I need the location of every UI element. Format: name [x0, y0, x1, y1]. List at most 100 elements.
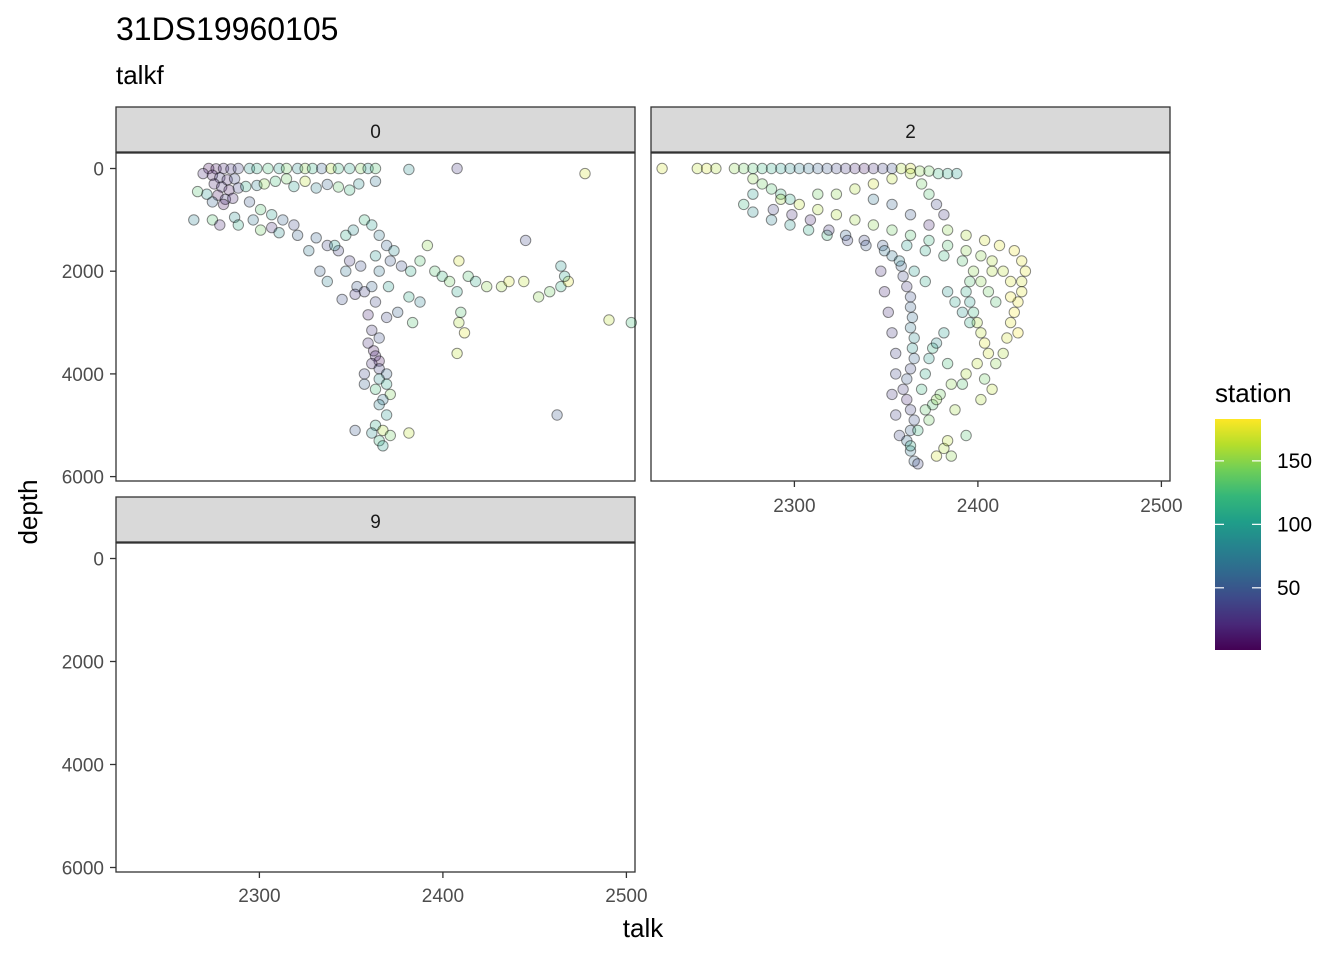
data-point: [251, 162, 263, 175]
data-point: [919, 404, 931, 416]
data-point: [380, 239, 393, 252]
data-point: [927, 399, 939, 411]
data-point: [904, 162, 917, 175]
data-point: [830, 209, 843, 221]
data-point: [355, 260, 367, 272]
data-point: [367, 345, 380, 357]
data-point: [421, 239, 434, 252]
data-point: [366, 324, 378, 336]
data-point: [251, 179, 263, 192]
data-point: [858, 234, 870, 247]
data-point: [938, 250, 950, 262]
data-point: [358, 378, 371, 390]
data-point: [893, 429, 906, 442]
data-point: [964, 296, 976, 308]
data-point: [551, 409, 563, 421]
x-tick-label-2-1: 2400: [957, 496, 999, 517]
data-point: [321, 239, 333, 252]
data-point: [908, 414, 920, 426]
data-point: [949, 296, 961, 308]
data-point: [373, 332, 385, 344]
data-point: [373, 435, 385, 447]
data-point: [403, 291, 415, 303]
data-point: [373, 355, 385, 367]
data-point: [923, 234, 935, 247]
data-point: [343, 255, 356, 267]
data-point: [228, 173, 241, 185]
data-point: [273, 227, 285, 239]
data-point: [886, 162, 898, 175]
chart-title: 31DS19960105: [116, 11, 338, 47]
data-point: [369, 162, 382, 175]
legend-title: station: [1215, 378, 1292, 408]
y-axis-9: 0 2000 4000 6000: [62, 550, 116, 880]
data-point: [867, 178, 880, 190]
data-point: [901, 393, 913, 406]
data-point: [904, 440, 917, 452]
data-point: [481, 280, 493, 293]
data-point: [904, 229, 917, 242]
data-point: [765, 214, 778, 226]
data-point: [956, 378, 969, 390]
data-point: [765, 183, 778, 195]
data-point: [373, 399, 385, 411]
data-point: [747, 188, 759, 200]
panel-area-2: [650, 152, 1171, 482]
data-point: [232, 219, 245, 231]
data-point: [938, 209, 950, 221]
data-point: [562, 275, 574, 288]
data-point: [821, 229, 833, 242]
data-point: [299, 175, 311, 188]
data-point: [986, 255, 998, 267]
data-point: [227, 192, 239, 205]
data-point: [897, 383, 909, 395]
data-point: [1016, 286, 1028, 298]
data-point: [923, 165, 935, 177]
data-point: [349, 288, 361, 300]
chart-subtitle: talkf: [116, 60, 164, 90]
data-point: [1001, 332, 1013, 344]
data-point: [358, 368, 371, 380]
data-point: [366, 280, 378, 293]
data-point: [765, 162, 778, 175]
data-point: [967, 306, 980, 318]
data-point: [756, 162, 768, 175]
data-point: [225, 163, 237, 175]
y-tick-label-9-0: 0: [93, 550, 104, 571]
data-point: [793, 162, 805, 175]
data-point: [986, 383, 998, 395]
data-point: [923, 352, 935, 365]
y-tick-label-0-3: 6000: [62, 468, 104, 489]
data-point: [747, 206, 759, 218]
data-point: [223, 184, 235, 196]
data-point: [214, 172, 226, 184]
x-tick-label-2-0: 2300: [773, 496, 815, 517]
data-point: [912, 458, 924, 470]
data-point: [901, 435, 913, 447]
y-tick-label-0-2: 4000: [62, 365, 104, 386]
data-point: [377, 393, 389, 406]
data-point: [849, 214, 861, 226]
data-point: [877, 162, 889, 175]
data-point: [332, 245, 345, 257]
data-point: [691, 162, 703, 175]
data-point: [927, 342, 939, 354]
data-point: [373, 229, 385, 242]
data-point: [867, 219, 880, 231]
data-point: [351, 280, 363, 293]
data-point: [519, 234, 532, 247]
data-point: [403, 163, 415, 176]
data-point: [303, 245, 315, 257]
data-point: [392, 306, 404, 318]
data-point: [941, 286, 954, 298]
data-point: [214, 219, 226, 231]
data-point: [221, 174, 233, 186]
data-point: [930, 198, 943, 211]
x-tick-label-9-0: 2300: [238, 886, 280, 907]
data-point: [904, 424, 917, 437]
data-point: [336, 293, 348, 306]
facet-strip-2: [650, 106, 1171, 153]
data-point: [738, 162, 750, 175]
data-point: [347, 224, 359, 236]
data-point: [254, 203, 267, 216]
